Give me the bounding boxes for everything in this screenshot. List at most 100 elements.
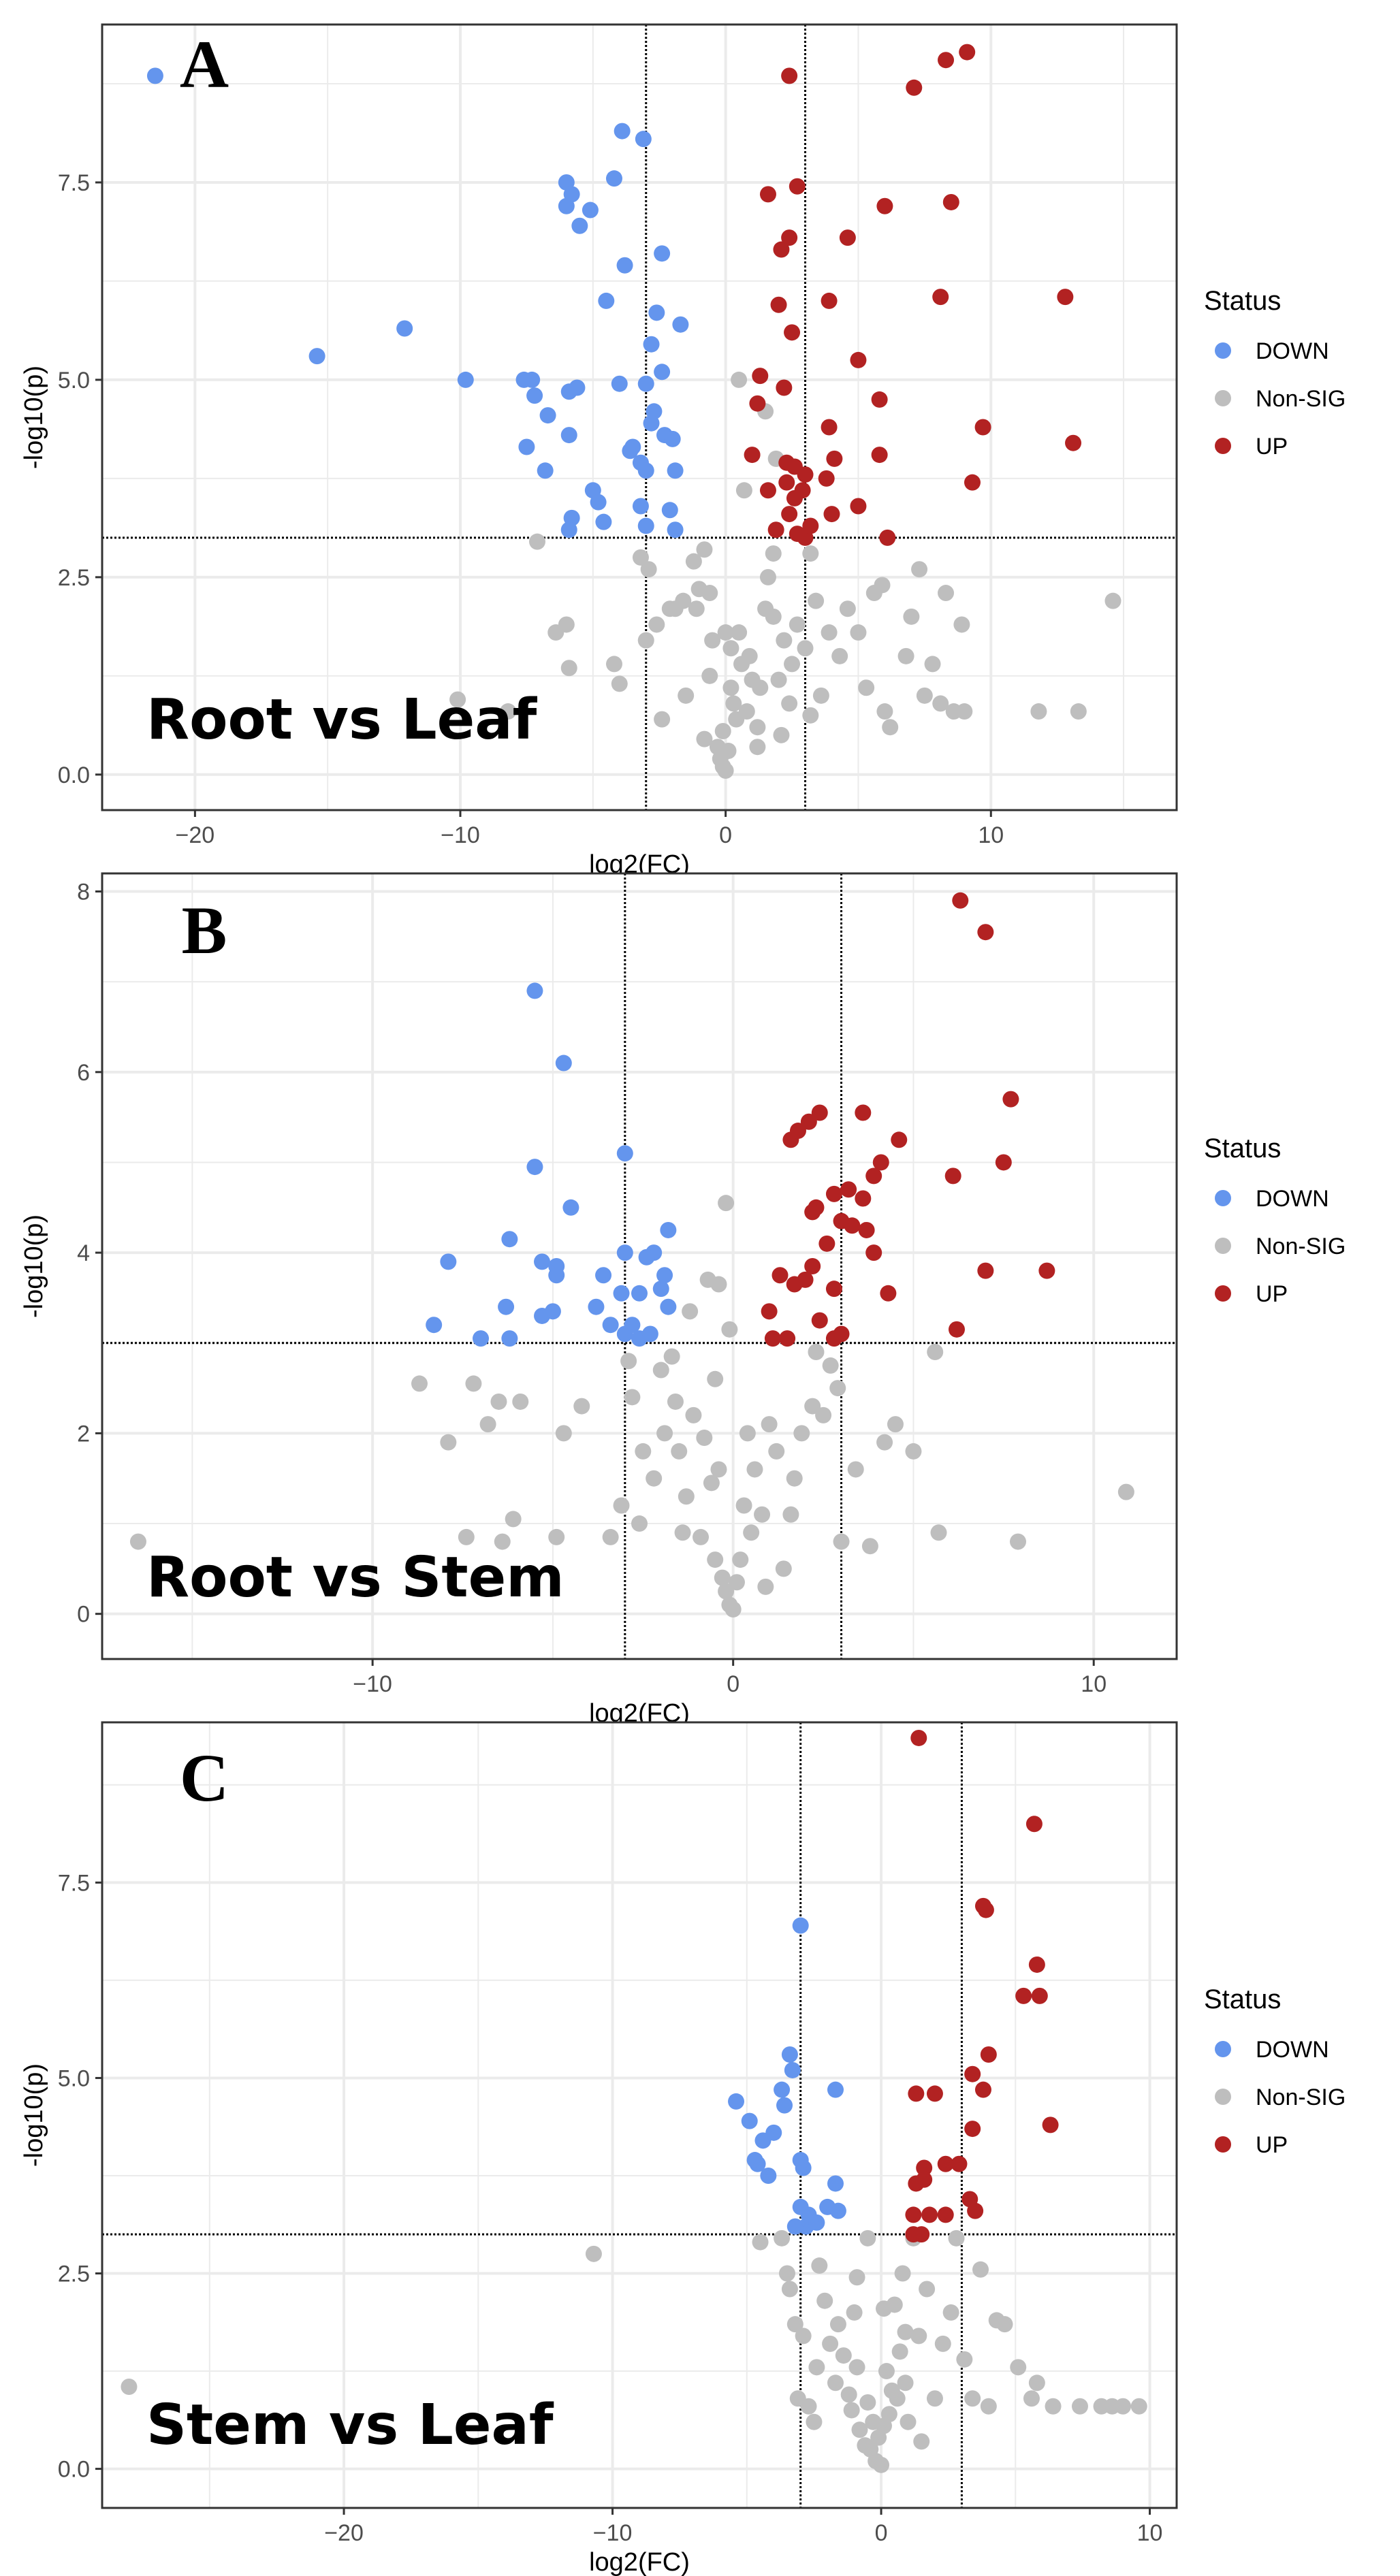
legend-key-up <box>1215 1285 1231 1302</box>
data-point-non-sig <box>953 616 970 633</box>
data-point-down <box>588 1298 605 1315</box>
data-point-non-sig <box>874 577 891 594</box>
data-point-down <box>524 371 541 388</box>
data-point-down <box>548 1267 565 1284</box>
data-point-down <box>457 371 474 388</box>
data-point-up <box>948 1321 965 1338</box>
x-tick-label: 10 <box>978 822 1004 848</box>
data-point-up <box>767 521 784 538</box>
y-tick-label: 2.5 <box>58 565 90 591</box>
panel-letter: B <box>182 892 227 968</box>
data-point-non-sig <box>675 592 692 609</box>
data-point-up <box>811 1104 828 1121</box>
data-point-non-sig <box>701 667 718 684</box>
data-point-non-sig <box>938 585 955 602</box>
legend-key-non-sig <box>1215 1238 1231 1254</box>
data-point-non-sig <box>815 1406 832 1423</box>
data-point-down <box>440 1253 457 1270</box>
data-point-non-sig <box>605 656 622 673</box>
data-point-up <box>764 1330 781 1347</box>
data-point-up <box>906 79 923 96</box>
data-point-non-sig <box>685 1406 702 1423</box>
data-point-down <box>643 415 660 432</box>
data-point-non-sig <box>646 1470 663 1487</box>
data-point-down <box>602 1317 619 1334</box>
plot-frame <box>101 23 1178 811</box>
data-point-down <box>558 197 575 214</box>
data-point-up <box>974 2081 991 2098</box>
data-point-non-sig <box>894 2265 911 2282</box>
data-point-non-sig <box>121 2379 138 2396</box>
data-point-non-sig <box>831 647 848 664</box>
data-point-up <box>784 324 801 341</box>
series-non-sig <box>449 371 1121 779</box>
data-point-non-sig <box>752 679 769 696</box>
data-point-non-sig <box>851 2421 868 2438</box>
y-tick-label: 6 <box>77 1060 90 1086</box>
data-point-non-sig <box>678 1488 695 1505</box>
data-point-non-sig <box>685 553 702 570</box>
data-point-down <box>544 1303 561 1320</box>
data-point-down <box>638 1249 655 1266</box>
data-point-non-sig <box>802 707 819 724</box>
data-point-non-sig <box>846 2304 863 2321</box>
data-point-non-sig <box>1045 2398 1062 2415</box>
data-point-up <box>821 419 838 436</box>
data-point-down <box>781 2046 798 2063</box>
data-point-non-sig <box>956 2351 973 2368</box>
data-point-non-sig <box>696 541 713 558</box>
data-point-non-sig <box>707 1370 724 1387</box>
data-point-down <box>614 123 631 140</box>
legend: Status DOWN Non-SIG UP <box>1204 286 1346 460</box>
data-point-down <box>473 1330 490 1347</box>
data-point-down <box>308 348 325 365</box>
series-down <box>728 1917 846 2235</box>
data-point-up <box>804 1204 821 1221</box>
data-point-down <box>396 320 413 337</box>
y-tick-label: 0.0 <box>58 762 90 788</box>
data-point-non-sig <box>797 640 814 657</box>
data-point-up <box>855 1190 872 1207</box>
legend-label: DOWN <box>1256 338 1329 364</box>
data-point-up <box>872 1154 889 1171</box>
data-point-non-sig <box>850 624 867 641</box>
data-point-up <box>916 2159 933 2176</box>
legend-key-down <box>1215 2041 1231 2057</box>
data-point-down <box>555 1054 572 1072</box>
data-point-up <box>932 289 949 306</box>
data-point-non-sig <box>671 1443 688 1460</box>
data-point-up <box>761 1303 778 1320</box>
data-point-non-sig <box>688 600 705 617</box>
data-point-non-sig <box>632 549 649 566</box>
data-point-non-sig <box>806 2413 823 2430</box>
data-point-non-sig <box>631 1515 648 1532</box>
data-point-non-sig <box>765 545 782 562</box>
data-point-non-sig <box>858 679 875 696</box>
data-point-non-sig <box>934 2335 951 2352</box>
legend-label: UP <box>1256 434 1288 460</box>
data-point-non-sig <box>861 1538 878 1555</box>
data-point-down <box>660 1298 677 1315</box>
data-point-non-sig <box>678 687 695 704</box>
data-point-non-sig <box>1071 2398 1088 2415</box>
data-point-up <box>821 292 838 309</box>
plot-frame <box>101 872 1178 1660</box>
data-point-down <box>611 375 628 392</box>
data-point-up <box>871 391 888 408</box>
data-point-non-sig <box>558 616 575 633</box>
data-point-non-sig <box>900 2413 917 2430</box>
data-point-down <box>760 2167 777 2184</box>
data-point-up <box>964 2065 981 2082</box>
data-point-up <box>826 450 843 467</box>
data-point-non-sig <box>789 616 806 633</box>
data-point-down <box>827 2081 844 2098</box>
data-point-non-sig <box>757 1578 774 1595</box>
data-point-up <box>855 1104 872 1121</box>
data-point-non-sig <box>948 2229 965 2247</box>
legend-key-non-sig <box>1215 390 1231 406</box>
legend-label: DOWN <box>1256 1186 1329 1212</box>
data-point-non-sig <box>555 1425 572 1442</box>
data-point-non-sig <box>911 561 928 578</box>
data-point-up <box>916 2171 933 2188</box>
